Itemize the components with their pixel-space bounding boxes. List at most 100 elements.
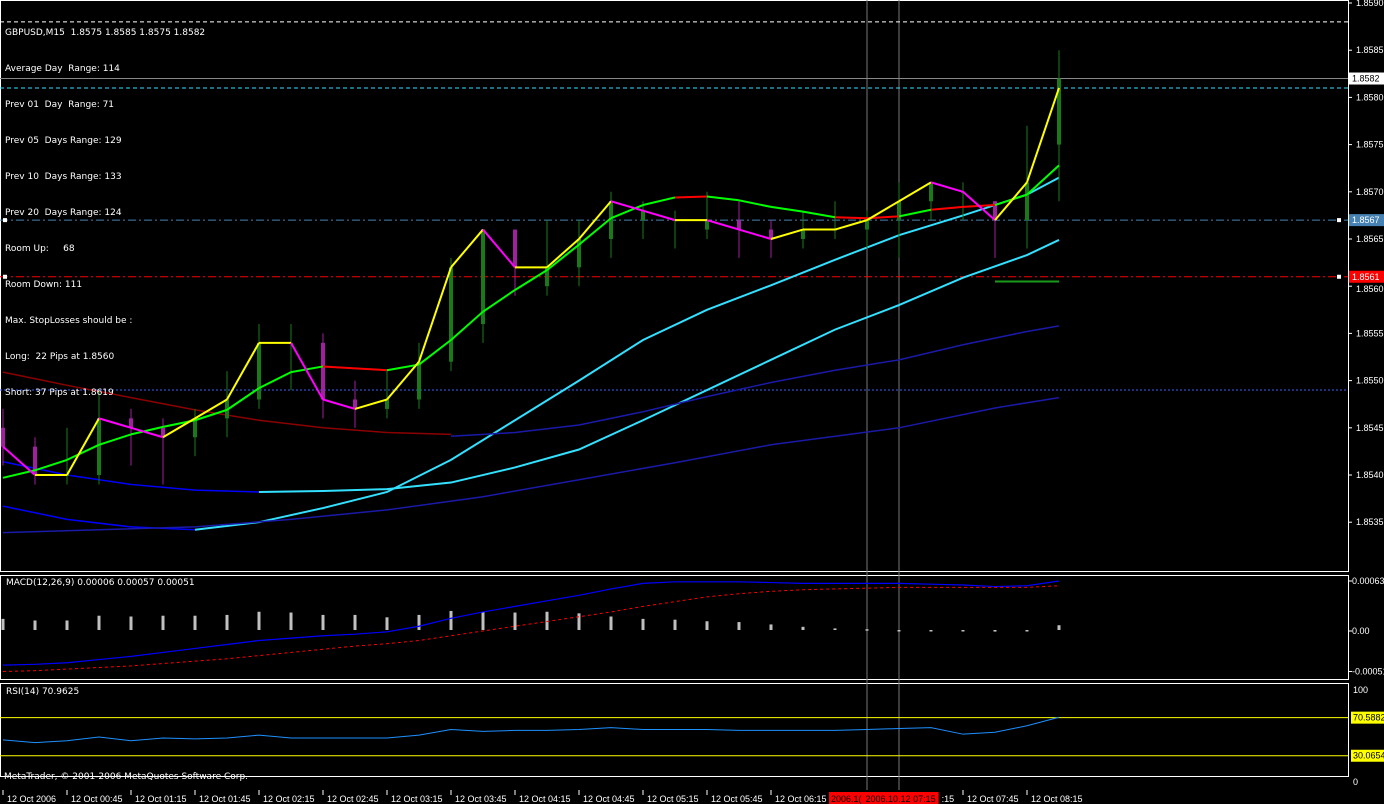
x-tick-label: 12 Oct 05:45	[711, 794, 763, 804]
fast-ma-segment	[98, 433, 132, 446]
close-line-segment	[610, 200, 644, 212]
price-marker-label: 1.8567	[1352, 215, 1380, 225]
x-tick-label: 12 Oct 03:15	[391, 794, 443, 804]
macd-line	[2, 580, 1060, 666]
candle-body	[33, 446, 37, 475]
fast-ma-segment	[194, 408, 228, 422]
fast-ma-segment	[418, 339, 452, 366]
x-tick-label: 12 Oct 07:45	[967, 794, 1019, 804]
x-tick-label: 12 Oct 06:15	[775, 794, 827, 804]
y-tick-label: 1.8545	[1356, 423, 1384, 433]
line-handle	[1337, 218, 1341, 223]
y-tick-label: 1.8550	[1356, 376, 1384, 386]
rsi-pane	[0, 683, 1349, 777]
candle-body	[897, 201, 901, 221]
candle-body	[609, 201, 613, 239]
close-line-segment	[2, 445, 36, 476]
fast-ma-segment	[898, 208, 932, 218]
macd-histogram-bar	[481, 611, 485, 630]
y-tick-label: 0.00063	[1352, 576, 1384, 586]
close-line-segment	[162, 417, 196, 439]
close-line-segment	[578, 200, 612, 240]
close-line-segment	[226, 342, 260, 400]
candle-body	[993, 201, 997, 221]
macd-histogram-bar	[641, 618, 645, 630]
macd-histogram-bar	[129, 616, 133, 630]
macd-histogram-bar	[705, 621, 709, 630]
copyright: MetaTrader, © 2001-2006 MetaQuotes Softw…	[4, 772, 249, 782]
info-line: Prev 05 Days Range: 129	[5, 136, 122, 146]
macd-histogram-bar	[193, 615, 197, 630]
info-line: Prev 10 Days Range: 133	[5, 172, 122, 182]
rsi-level-marker	[1351, 749, 1384, 762]
candle-body	[737, 220, 741, 230]
y-tick-label: 1.8580	[1356, 92, 1384, 102]
close-line-segment	[994, 181, 1028, 221]
candle-body	[1, 427, 5, 447]
fast-ma-segment	[770, 205, 804, 213]
close-line-segment	[354, 398, 388, 410]
info-line: Prev 01 Day Range: 71	[5, 100, 115, 110]
close-line-segment	[770, 228, 804, 240]
x-tick-label: 12 Oct 00:45	[71, 794, 123, 804]
macd-histogram-bar	[513, 612, 517, 630]
close-line-segment	[290, 342, 324, 400]
fast-ma-segment	[66, 443, 100, 461]
info-line: Average Day Range: 114	[5, 64, 120, 74]
x-tick-label: :15	[942, 794, 955, 804]
crosshair-time-label: 2006.1(	[831, 794, 862, 804]
fast-ma-segment	[578, 217, 612, 246]
rsi-level-label: 30.0654	[1353, 751, 1384, 761]
x-tick-label: 12 Oct 04:15	[519, 794, 571, 804]
close-line-segment	[130, 426, 164, 439]
moving-average-line	[2, 396, 1060, 534]
rsi-level-label: 70.5882	[1353, 713, 1384, 723]
macd-histogram-bar	[993, 630, 997, 632]
fast-ma-segment	[930, 205, 964, 211]
macd-histogram-bar	[353, 614, 357, 630]
macd-pane	[0, 575, 1349, 680]
macd-histogram-bar	[737, 622, 741, 630]
moving-average-line	[258, 239, 1060, 493]
close-line-segment	[738, 228, 772, 240]
info-line: Short: 37 Pips at 1.8619	[5, 388, 114, 398]
macd-histogram-bar	[33, 620, 37, 630]
y-tick-label: 1.8565	[1356, 234, 1384, 244]
fast-ma-segment	[130, 425, 164, 436]
macd-histogram-bar	[225, 614, 229, 630]
macd-histogram-bar	[385, 617, 389, 630]
fast-ma-segment	[386, 363, 420, 372]
close-line-segment	[98, 417, 132, 429]
macd-histogram-bar	[1, 618, 5, 630]
candle-body	[257, 342, 261, 400]
candle-body	[449, 267, 453, 362]
price-marker-label: 1.8561	[1352, 272, 1380, 282]
info-line: Room Up: 68	[5, 244, 75, 254]
macd-histogram-bar	[577, 613, 581, 630]
candle-body	[161, 427, 165, 438]
close-line-segment	[898, 181, 932, 203]
fast-ma-segment	[354, 367, 388, 372]
fast-ma-segment	[610, 204, 644, 220]
macd-histogram-bar	[161, 615, 165, 630]
macd-histogram-bar	[449, 610, 453, 630]
candle-body	[577, 239, 581, 268]
x-tick-label: 12 Oct 01:15	[135, 794, 187, 804]
close-line-segment	[1026, 87, 1060, 183]
fast-ma-segment	[482, 289, 516, 313]
y-tick-label: 1.8540	[1356, 470, 1384, 480]
fast-ma-segment	[642, 196, 676, 206]
y-tick-label: 1.8575	[1356, 140, 1384, 150]
fast-ma-segment	[1026, 164, 1060, 196]
moving-average-line	[2, 461, 260, 493]
candle-body	[705, 220, 709, 230]
candle-body	[193, 418, 197, 438]
x-tick-label: 12 Oct 03:45	[455, 794, 507, 804]
macd-histogram-bar	[257, 611, 261, 630]
macd-histogram-bar	[1057, 625, 1061, 630]
close-line-segment	[546, 238, 580, 269]
y-tick-label: 0.00	[1352, 626, 1370, 636]
y-tick-label: 1.8585	[1356, 45, 1384, 55]
macd-histogram-bar	[833, 628, 837, 630]
